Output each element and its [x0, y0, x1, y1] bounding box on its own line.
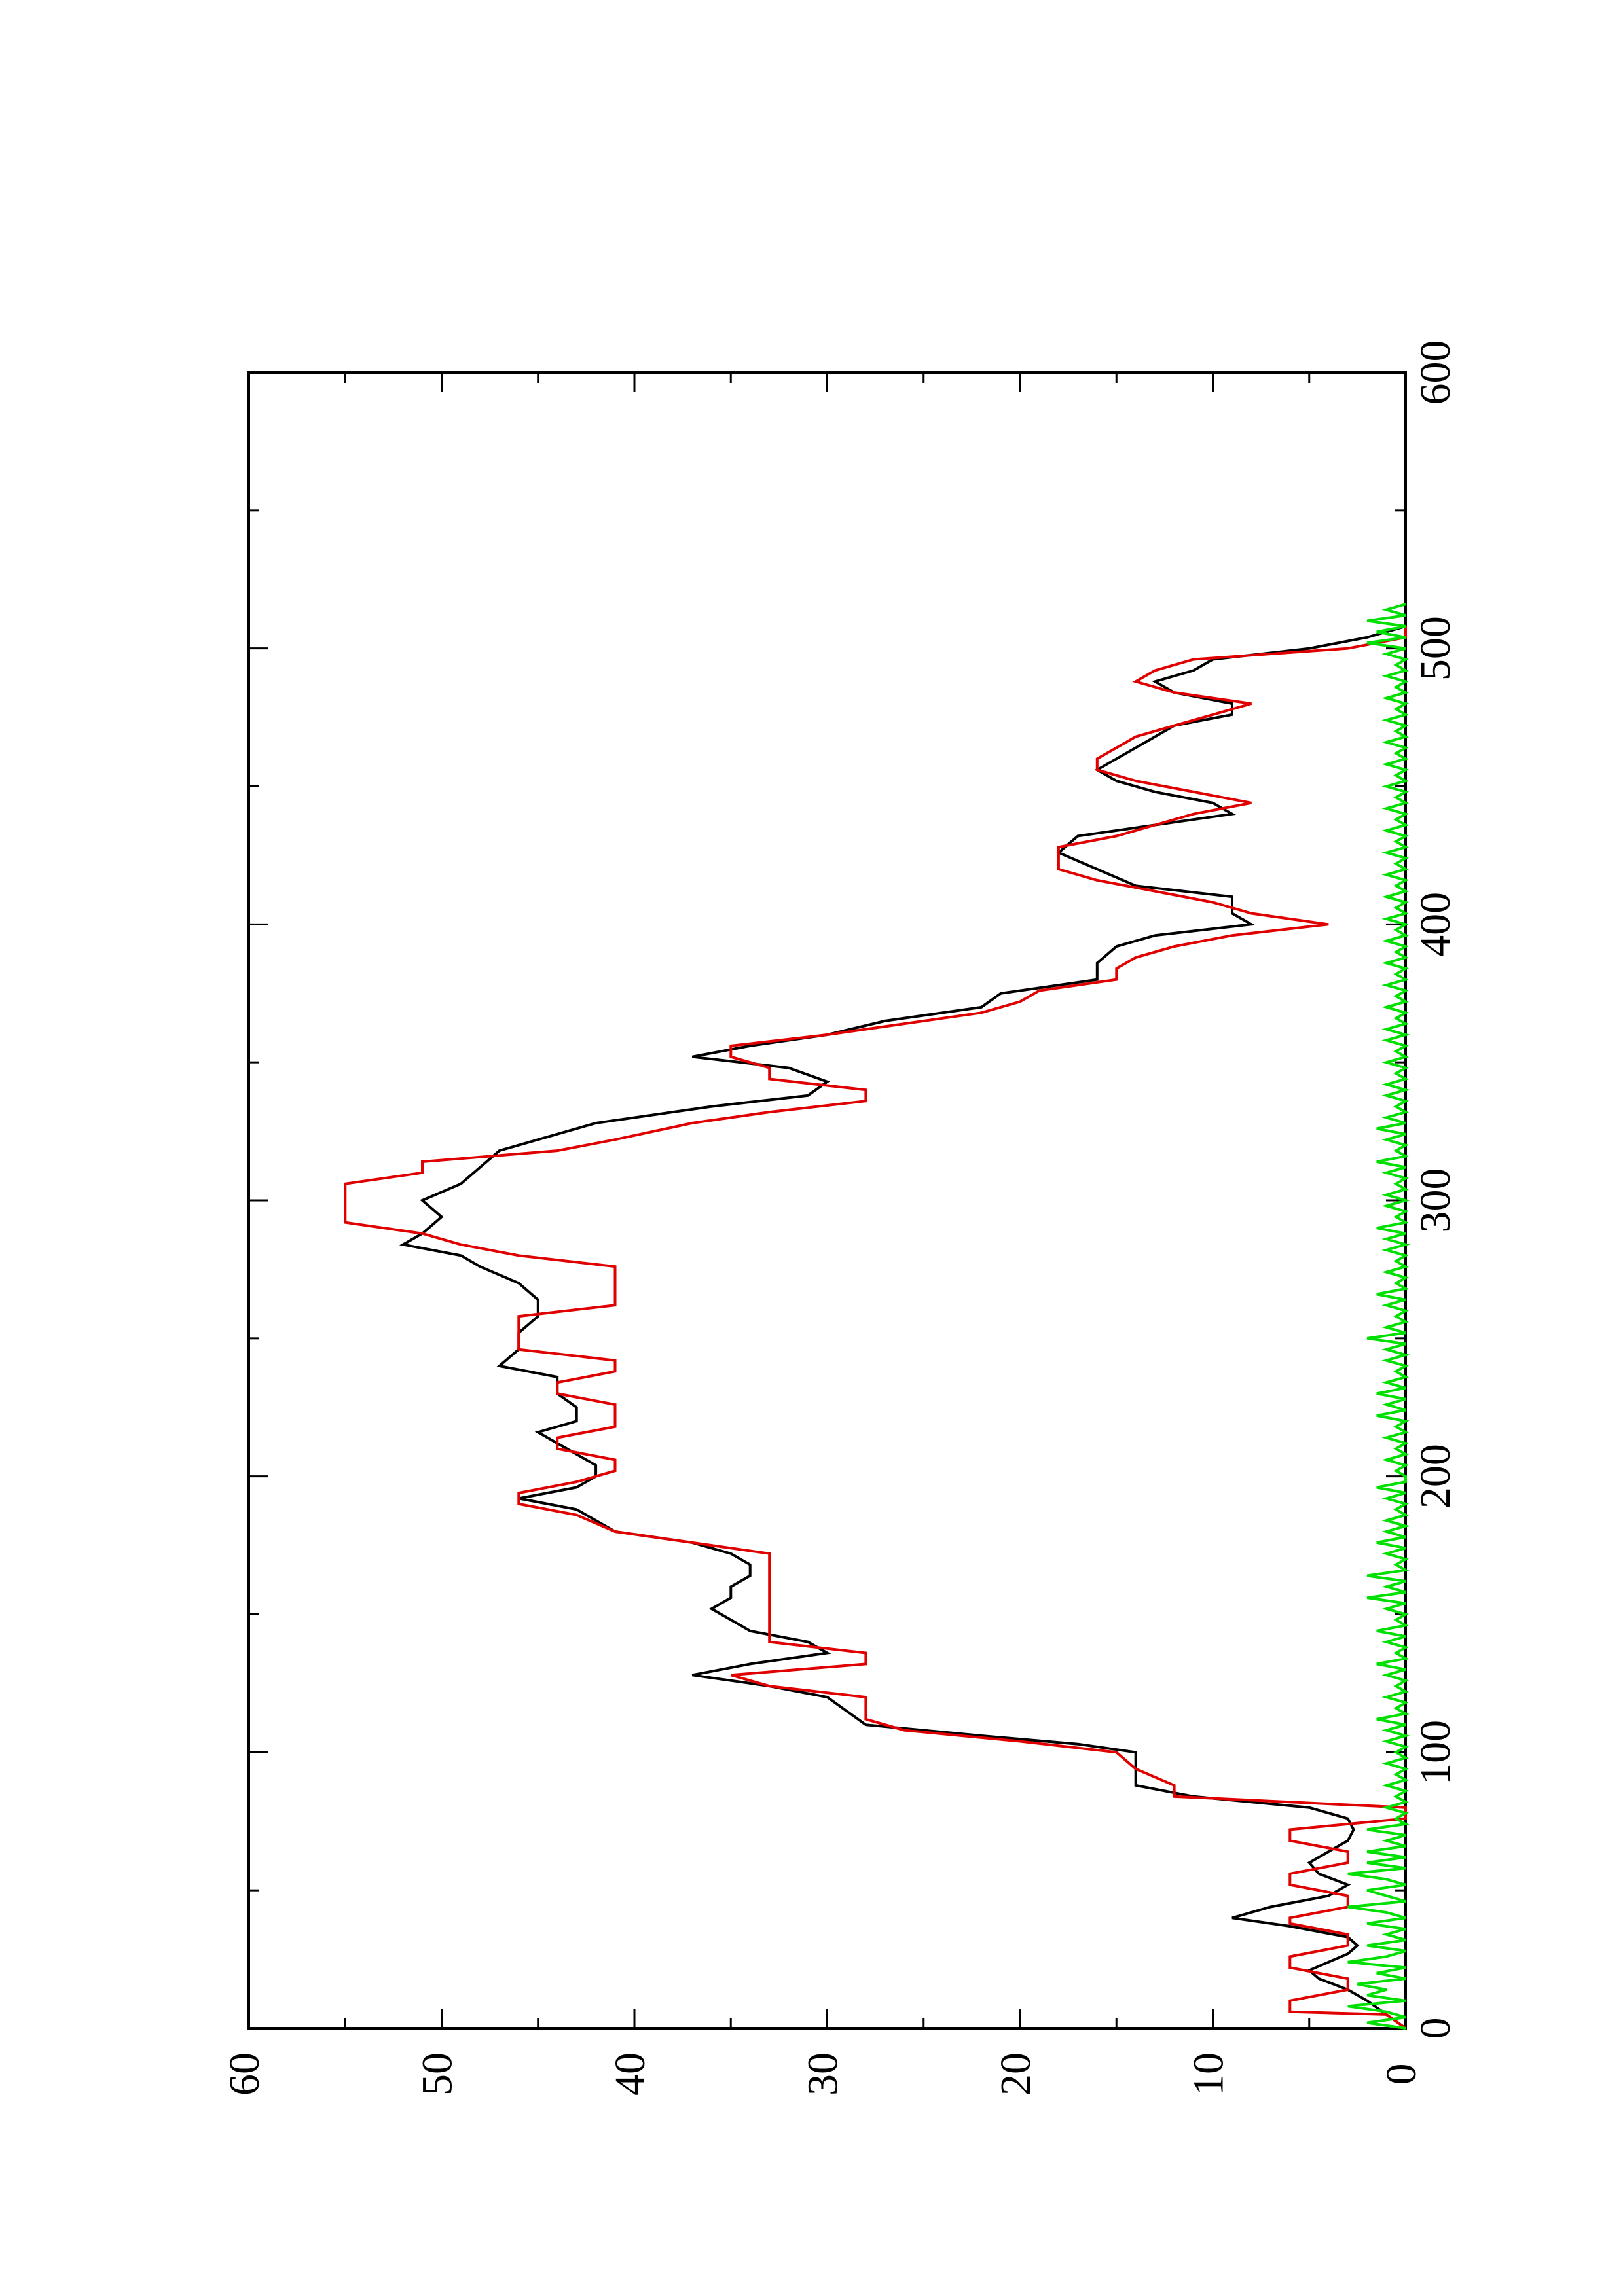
x-tick-label: 300 — [1412, 1168, 1459, 1233]
y-tick-label: 0 — [1377, 2064, 1425, 2085]
series-lines — [344, 603, 1411, 2030]
series-red-line — [344, 626, 1407, 2030]
y-tick-label: 20 — [992, 2053, 1040, 2096]
y-tick-label: 10 — [1185, 2053, 1233, 2096]
y-tick-label: 60 — [221, 2053, 268, 2096]
y-tick-label: 30 — [799, 2053, 847, 2096]
series-green-line — [1347, 603, 1411, 2030]
x-tick-label: 600 — [1412, 340, 1459, 405]
x-tick-label: 500 — [1412, 616, 1459, 681]
x-tick-label: 400 — [1412, 892, 1459, 957]
x-tick-label: 0 — [1412, 2018, 1459, 2039]
x-tick-label: 100 — [1412, 1720, 1459, 1785]
tick-labels: 0 100 200 300 400 500 600 0 10 20 30 40 50 60 — [221, 340, 1459, 2096]
series-black-line — [399, 624, 1407, 2030]
x-tick-label: 200 — [1412, 1444, 1459, 1509]
y-tick-label: 40 — [606, 2053, 654, 2096]
y-tick-label: 50 — [414, 2053, 462, 2096]
